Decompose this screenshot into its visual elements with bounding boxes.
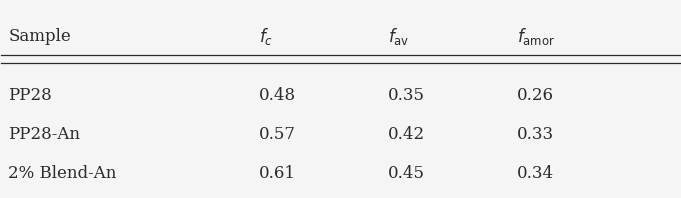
Text: $f_{\mathrm{amor}}$: $f_{\mathrm{amor}}$: [517, 26, 555, 47]
Text: PP28: PP28: [8, 87, 52, 104]
Text: 0.34: 0.34: [517, 165, 554, 182]
Text: 0.35: 0.35: [388, 87, 425, 104]
Text: 0.33: 0.33: [517, 126, 554, 143]
Text: 0.61: 0.61: [259, 165, 296, 182]
Text: 0.48: 0.48: [259, 87, 296, 104]
Text: PP28-An: PP28-An: [8, 126, 80, 143]
Text: $f_c$: $f_c$: [259, 26, 273, 47]
Text: 0.42: 0.42: [388, 126, 425, 143]
Text: 2% Blend-An: 2% Blend-An: [8, 165, 116, 182]
Text: 0.57: 0.57: [259, 126, 296, 143]
Text: Sample: Sample: [8, 28, 71, 45]
Text: 0.26: 0.26: [517, 87, 554, 104]
Text: $f_{\mathrm{av}}$: $f_{\mathrm{av}}$: [388, 26, 409, 47]
Text: 0.45: 0.45: [388, 165, 425, 182]
